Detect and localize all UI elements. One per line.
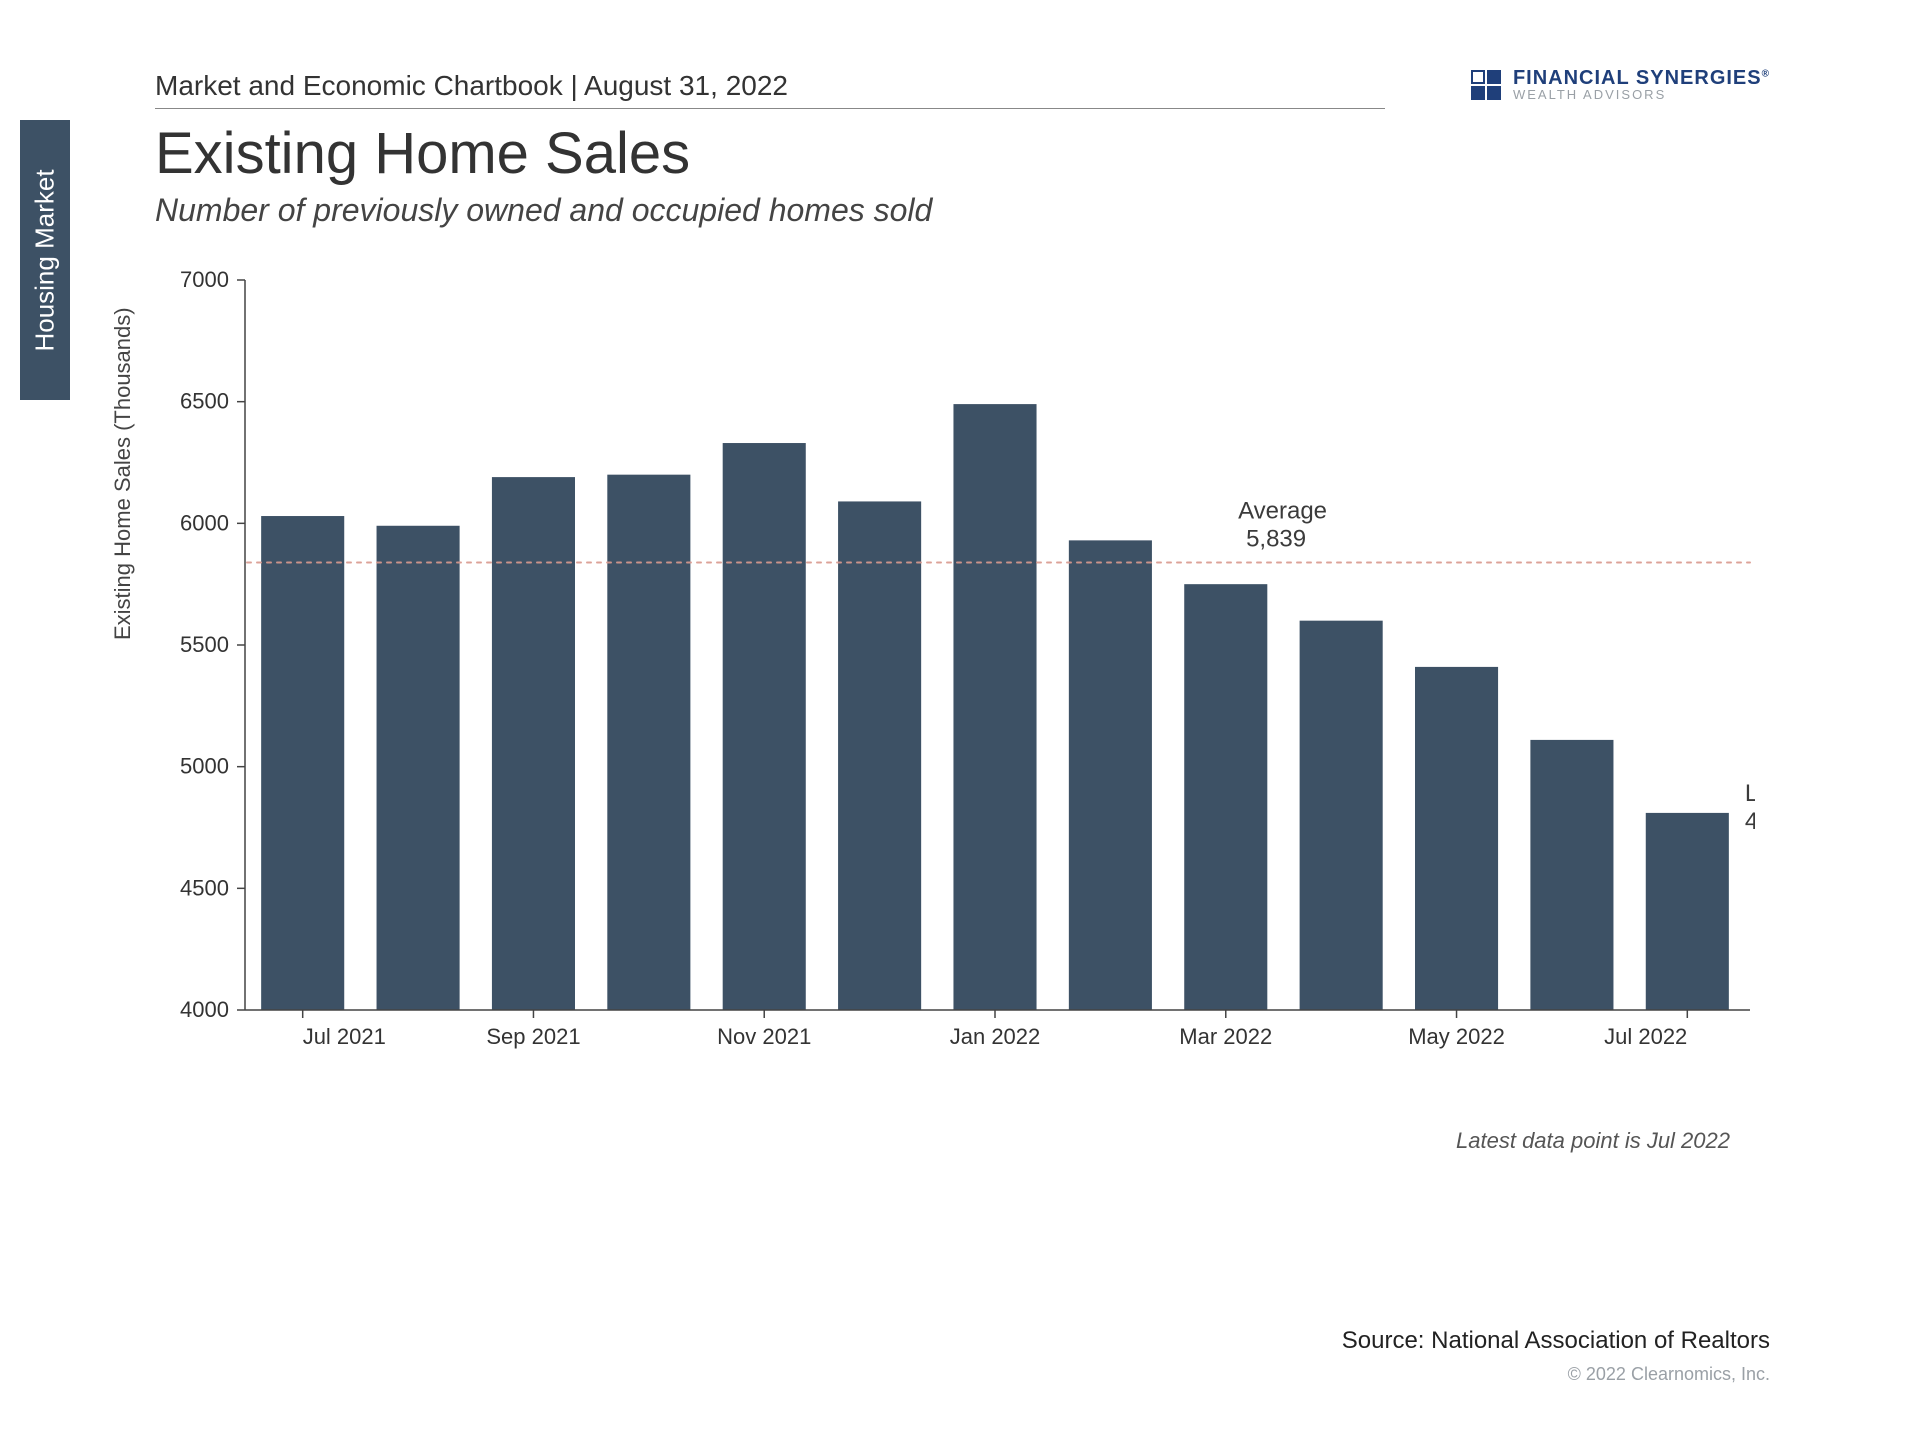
svg-text:6500: 6500 — [180, 389, 229, 414]
page-subtitle: Number of previously owned and occupied … — [155, 192, 932, 229]
brand-logo: FINANCIAL SYNERGIES® WEALTH ADVISORS — [1471, 68, 1770, 101]
bar — [1415, 667, 1498, 1010]
category-side-tab: Housing Market — [20, 120, 70, 400]
svg-text:Jul 2022: Jul 2022 — [1604, 1024, 1687, 1049]
bar — [1069, 540, 1152, 1010]
bar — [377, 526, 460, 1010]
data-source: Source: National Association of Realtors — [1342, 1327, 1770, 1355]
home-sales-bar-chart: 4000 4500 5000 5500 6000 6500 7000 Jul 2021 Sep … — [170, 260, 1755, 1070]
y-axis-label: Existing Home Sales (Thousands) — [110, 307, 136, 640]
header-line: Market and Economic Chartbook | August 3… — [155, 70, 1385, 109]
bar — [1646, 813, 1729, 1010]
bar — [953, 404, 1036, 1010]
svg-text:5000: 5000 — [180, 754, 229, 779]
footer-data-note: Latest data point is Jul 2022 — [1456, 1128, 1730, 1154]
svg-text:7000: 7000 — [180, 267, 229, 292]
bar — [261, 516, 344, 1010]
bar — [1184, 584, 1267, 1010]
brand-logo-mark — [1471, 70, 1501, 100]
svg-text:5,839: 5,839 — [1246, 526, 1306, 553]
svg-text:Jan 2022: Jan 2022 — [950, 1024, 1041, 1049]
bar — [1530, 740, 1613, 1010]
svg-text:6000: 6000 — [180, 510, 229, 535]
brand-logo-text: FINANCIAL SYNERGIES® WEALTH ADVISORS — [1513, 68, 1770, 101]
bar — [838, 501, 921, 1010]
svg-text:4,810: 4,810 — [1745, 808, 1755, 835]
svg-text:5500: 5500 — [180, 632, 229, 657]
svg-text:Nov 2021: Nov 2021 — [717, 1024, 811, 1049]
bar — [1300, 621, 1383, 1010]
svg-text:Latest: Latest — [1745, 780, 1755, 807]
copyright-text: © 2022 Clearnomics, Inc. — [1568, 1364, 1770, 1385]
svg-text:Mar 2022: Mar 2022 — [1179, 1024, 1272, 1049]
svg-text:4500: 4500 — [180, 875, 229, 900]
svg-text:Sep 2021: Sep 2021 — [486, 1024, 580, 1049]
svg-text:Jul 2021: Jul 2021 — [303, 1024, 386, 1049]
category-side-tab-label: Housing Market — [30, 169, 61, 351]
bar — [492, 477, 575, 1010]
bar — [607, 475, 690, 1010]
svg-text:4000: 4000 — [180, 997, 229, 1022]
bar — [723, 443, 806, 1010]
page-title: Existing Home Sales — [155, 120, 690, 187]
svg-text:May 2022: May 2022 — [1408, 1024, 1505, 1049]
svg-text:Average: Average — [1238, 498, 1327, 525]
